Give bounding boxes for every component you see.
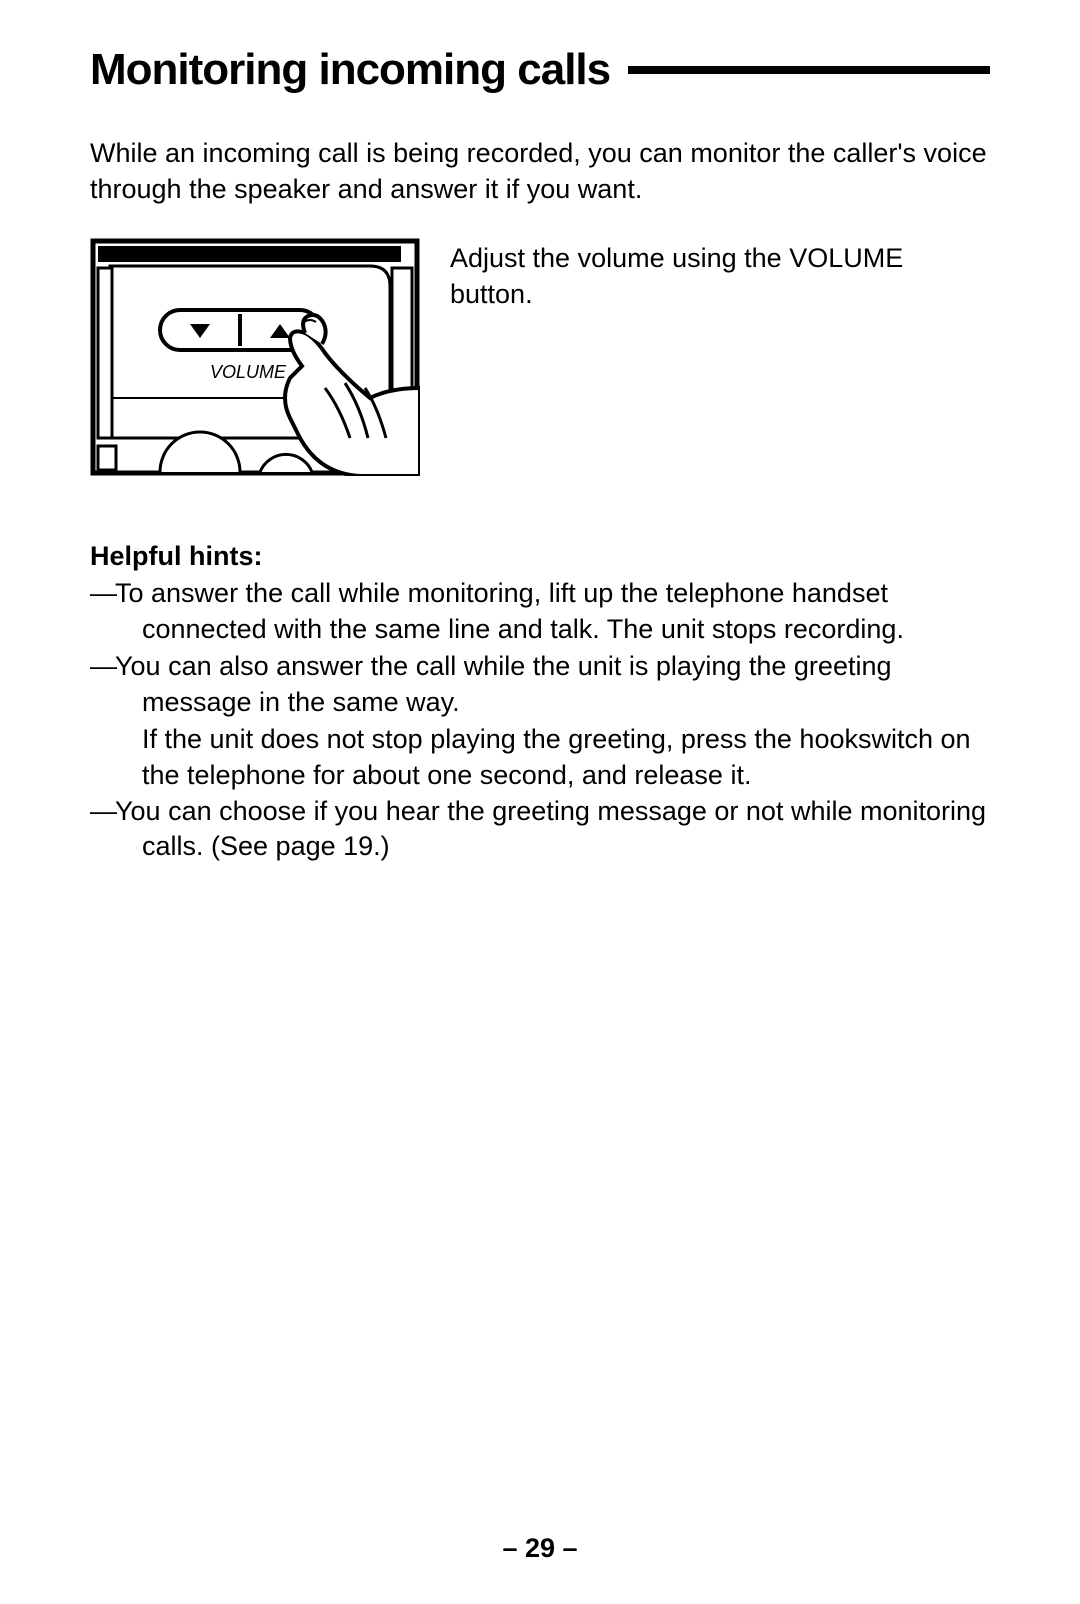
intro-paragraph: While an incoming call is being recorded…	[90, 135, 990, 208]
em-dash-icon: —	[90, 796, 115, 826]
manual-page: Monitoring incoming calls While an incom…	[0, 0, 1080, 1604]
figure-caption: Adjust the volume using the VOLUME butto…	[450, 238, 990, 313]
em-dash-icon: —	[90, 651, 115, 681]
volume-figure: VOLUME	[90, 238, 420, 481]
hint-item: —You can choose if you hear the greeting…	[90, 794, 990, 865]
hint-continuation: If the unit does not stop playing the gr…	[90, 722, 990, 793]
em-dash-icon: —	[90, 578, 115, 608]
hints-list: —To answer the call while monitoring, li…	[90, 576, 990, 865]
hint-text: You can also answer the call while the u…	[115, 651, 892, 717]
hints-heading: Helpful hints:	[90, 541, 990, 572]
hint-item: —To answer the call while monitoring, li…	[90, 576, 990, 647]
hint-item: —You can also answer the call while the …	[90, 649, 990, 720]
figure-row: VOLUME	[90, 238, 990, 481]
hint-text: You can choose if you hear the greeting …	[115, 796, 986, 862]
page-title: Monitoring incoming calls	[90, 45, 610, 95]
title-rule	[628, 66, 990, 74]
volume-diagram-svg: VOLUME	[90, 238, 420, 476]
page-number: – 29 –	[0, 1533, 1080, 1564]
volume-label-text: VOLUME	[210, 362, 287, 382]
title-row: Monitoring incoming calls	[90, 45, 990, 95]
hint-text: To answer the call while monitoring, lif…	[115, 578, 904, 644]
